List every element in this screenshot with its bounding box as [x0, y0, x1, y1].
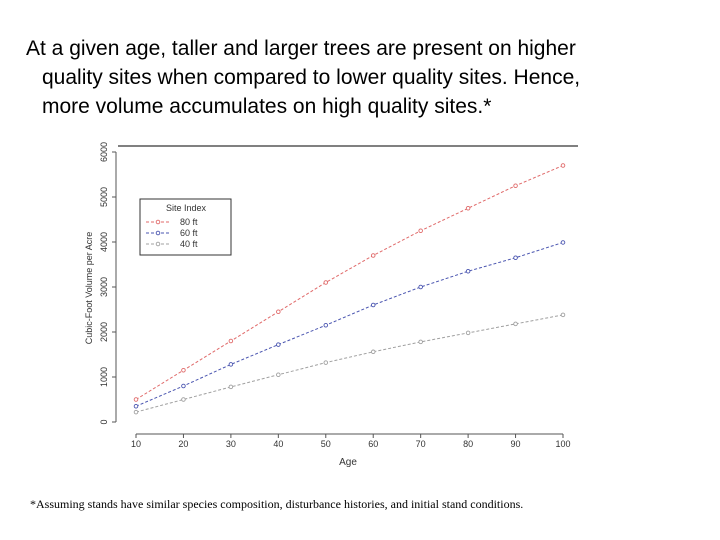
data-point	[323, 280, 329, 285]
data-point	[370, 349, 376, 355]
data-point	[228, 338, 234, 344]
series-60-ft	[133, 240, 566, 409]
data-point	[370, 253, 376, 258]
footnote: *Assuming stands have similar species co…	[30, 497, 524, 511]
data-point	[181, 397, 186, 402]
y-tick-label: 0	[99, 419, 109, 424]
heading-line-3: more volume accumulates on high quality …	[42, 95, 492, 118]
data-point	[513, 321, 518, 327]
series-40-ft	[133, 312, 566, 415]
series-line	[135, 165, 564, 400]
x-axis-ticks: 10 20 30 40 50 60 70 80 90 100	[131, 434, 571, 449]
legend-swatch-point	[155, 241, 161, 247]
data-point	[465, 330, 471, 336]
x-tick-label: 40	[273, 439, 283, 449]
y-axis-label: Cubic-Foot Volume per Acre	[84, 232, 94, 345]
series-80-ft	[133, 163, 566, 402]
legend-swatch-point	[155, 219, 161, 225]
y-tick-label: 6000	[99, 142, 109, 162]
y-axis-ticks: 0 1000 2000 3000 4000 5000 6000	[99, 142, 116, 425]
heading-line-2: quality sites when compared to lower qua…	[42, 66, 581, 89]
legend-label: 80 ft	[180, 217, 198, 227]
y-tick-label: 2000	[99, 322, 109, 342]
data-point	[323, 323, 329, 328]
data-point	[560, 240, 566, 245]
x-tick-label: 70	[416, 439, 426, 449]
x-axis-label: Age	[339, 457, 357, 468]
data-point	[323, 360, 329, 365]
legend-title: Site Index	[166, 203, 207, 213]
legend-box	[139, 198, 232, 256]
data-point	[181, 368, 186, 373]
data-point	[513, 255, 518, 260]
data-point	[560, 163, 566, 168]
data-point	[276, 342, 281, 347]
x-tick-label: 90	[511, 439, 521, 449]
data-point	[465, 269, 471, 274]
data-point	[276, 372, 281, 378]
legend-swatch-point	[155, 230, 161, 236]
data-point	[370, 302, 376, 308]
x-tick-label: 50	[321, 439, 331, 449]
data-point	[181, 383, 186, 389]
data-point	[133, 404, 139, 409]
data-point	[418, 228, 423, 233]
data-point	[228, 362, 234, 367]
data-point	[418, 284, 423, 290]
heading-line-1: At a given age, taller and larger trees …	[26, 37, 576, 60]
slide-heading: At a given age, taller and larger trees …	[26, 34, 706, 121]
x-tick-label: 10	[131, 439, 141, 449]
data-point	[560, 312, 566, 318]
x-tick-label: 80	[463, 439, 473, 449]
data-point	[133, 397, 139, 402]
series-layer	[133, 163, 566, 415]
x-tick-label: 100	[555, 439, 570, 449]
series-line	[135, 314, 564, 413]
y-tick-label: 3000	[99, 277, 109, 297]
data-point	[228, 384, 234, 390]
data-point	[418, 339, 423, 345]
x-tick-label: 30	[226, 439, 236, 449]
x-tick-label: 60	[368, 439, 378, 449]
x-tick-label: 20	[178, 439, 188, 449]
legend-label: 40 ft	[180, 239, 198, 249]
series-line	[135, 241, 564, 407]
y-tick-label: 1000	[99, 367, 109, 387]
data-point	[513, 183, 518, 188]
data-point	[465, 205, 471, 211]
data-point	[133, 409, 139, 415]
data-point	[276, 309, 281, 315]
y-tick-label: 5000	[99, 187, 109, 207]
legend-label: 60 ft	[180, 228, 198, 238]
y-tick-label: 4000	[99, 232, 109, 252]
